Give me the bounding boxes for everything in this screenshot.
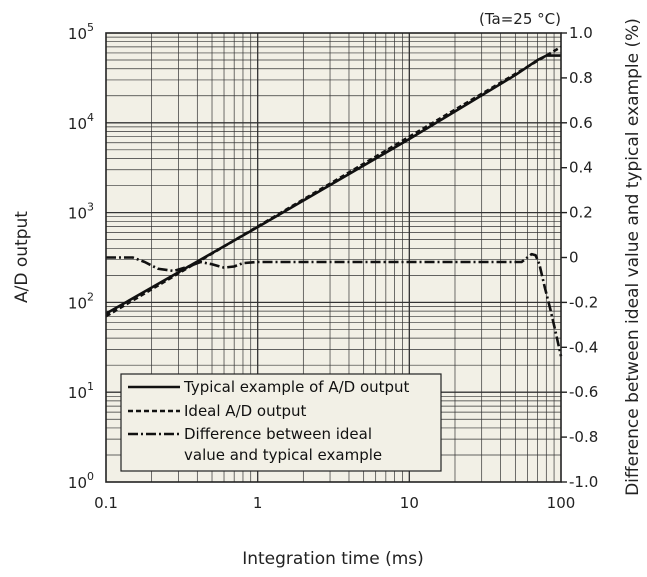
x-tick-label: 10 — [400, 494, 419, 512]
y-tick-label: 104 — [68, 111, 94, 133]
legend-label-typical: Typical example of A/D output — [183, 378, 410, 396]
series-dashdot-line — [106, 252, 563, 357]
y2-axis-label: Difference between ideal value and typic… — [623, 18, 643, 496]
ticks: 0.1 1 10 100 100 101 102 103 104 105 1.0 0.8 0.6 0.4 0… — [68, 21, 598, 512]
y2-tick-label: 0.4 — [569, 159, 593, 177]
y2-tick-label: 0.6 — [569, 114, 593, 132]
legend-box — [120, 373, 442, 472]
annotation: (Ta=25 °C) — [479, 10, 561, 28]
y2-tick-label: 0.8 — [569, 69, 593, 87]
series-layer — [105, 45, 563, 357]
y2-tick-label: 1.0 — [569, 24, 593, 42]
y-tick-label: 103 — [68, 201, 94, 223]
legend: Typical example of A/D output Ideal A/D … — [120, 373, 442, 472]
y2-tick-label: -0.6 — [569, 383, 598, 401]
y-tick-label: 105 — [68, 21, 94, 43]
y2-tick-label: 0.2 — [569, 204, 593, 222]
x-tick-label: 1 — [253, 494, 263, 512]
y-tick-label: 102 — [68, 290, 94, 312]
y-axis-label: A/D output — [12, 211, 32, 303]
y2-tick-label: -0.2 — [569, 293, 598, 311]
y2-tick-label: -1.0 — [569, 473, 598, 491]
series-dashed-line — [105, 45, 562, 318]
x-axis-label: Integration time (ms) — [242, 549, 424, 569]
legend-label-difference: Difference between ideal — [184, 425, 372, 443]
y2-tick-label: -0.8 — [569, 428, 598, 446]
legend-label-ideal: Ideal A/D output — [184, 402, 307, 420]
y-tick-label: 101 — [68, 380, 94, 402]
x-tick-label: 0.1 — [94, 494, 118, 512]
y2-tick-label: 0 — [569, 249, 579, 267]
y2-tick-label: -0.4 — [569, 338, 598, 356]
legend-label-difference-line2: value and typical example — [184, 446, 382, 464]
x-tick-label: 100 — [547, 494, 576, 512]
y-tick-label: 100 — [68, 470, 94, 492]
